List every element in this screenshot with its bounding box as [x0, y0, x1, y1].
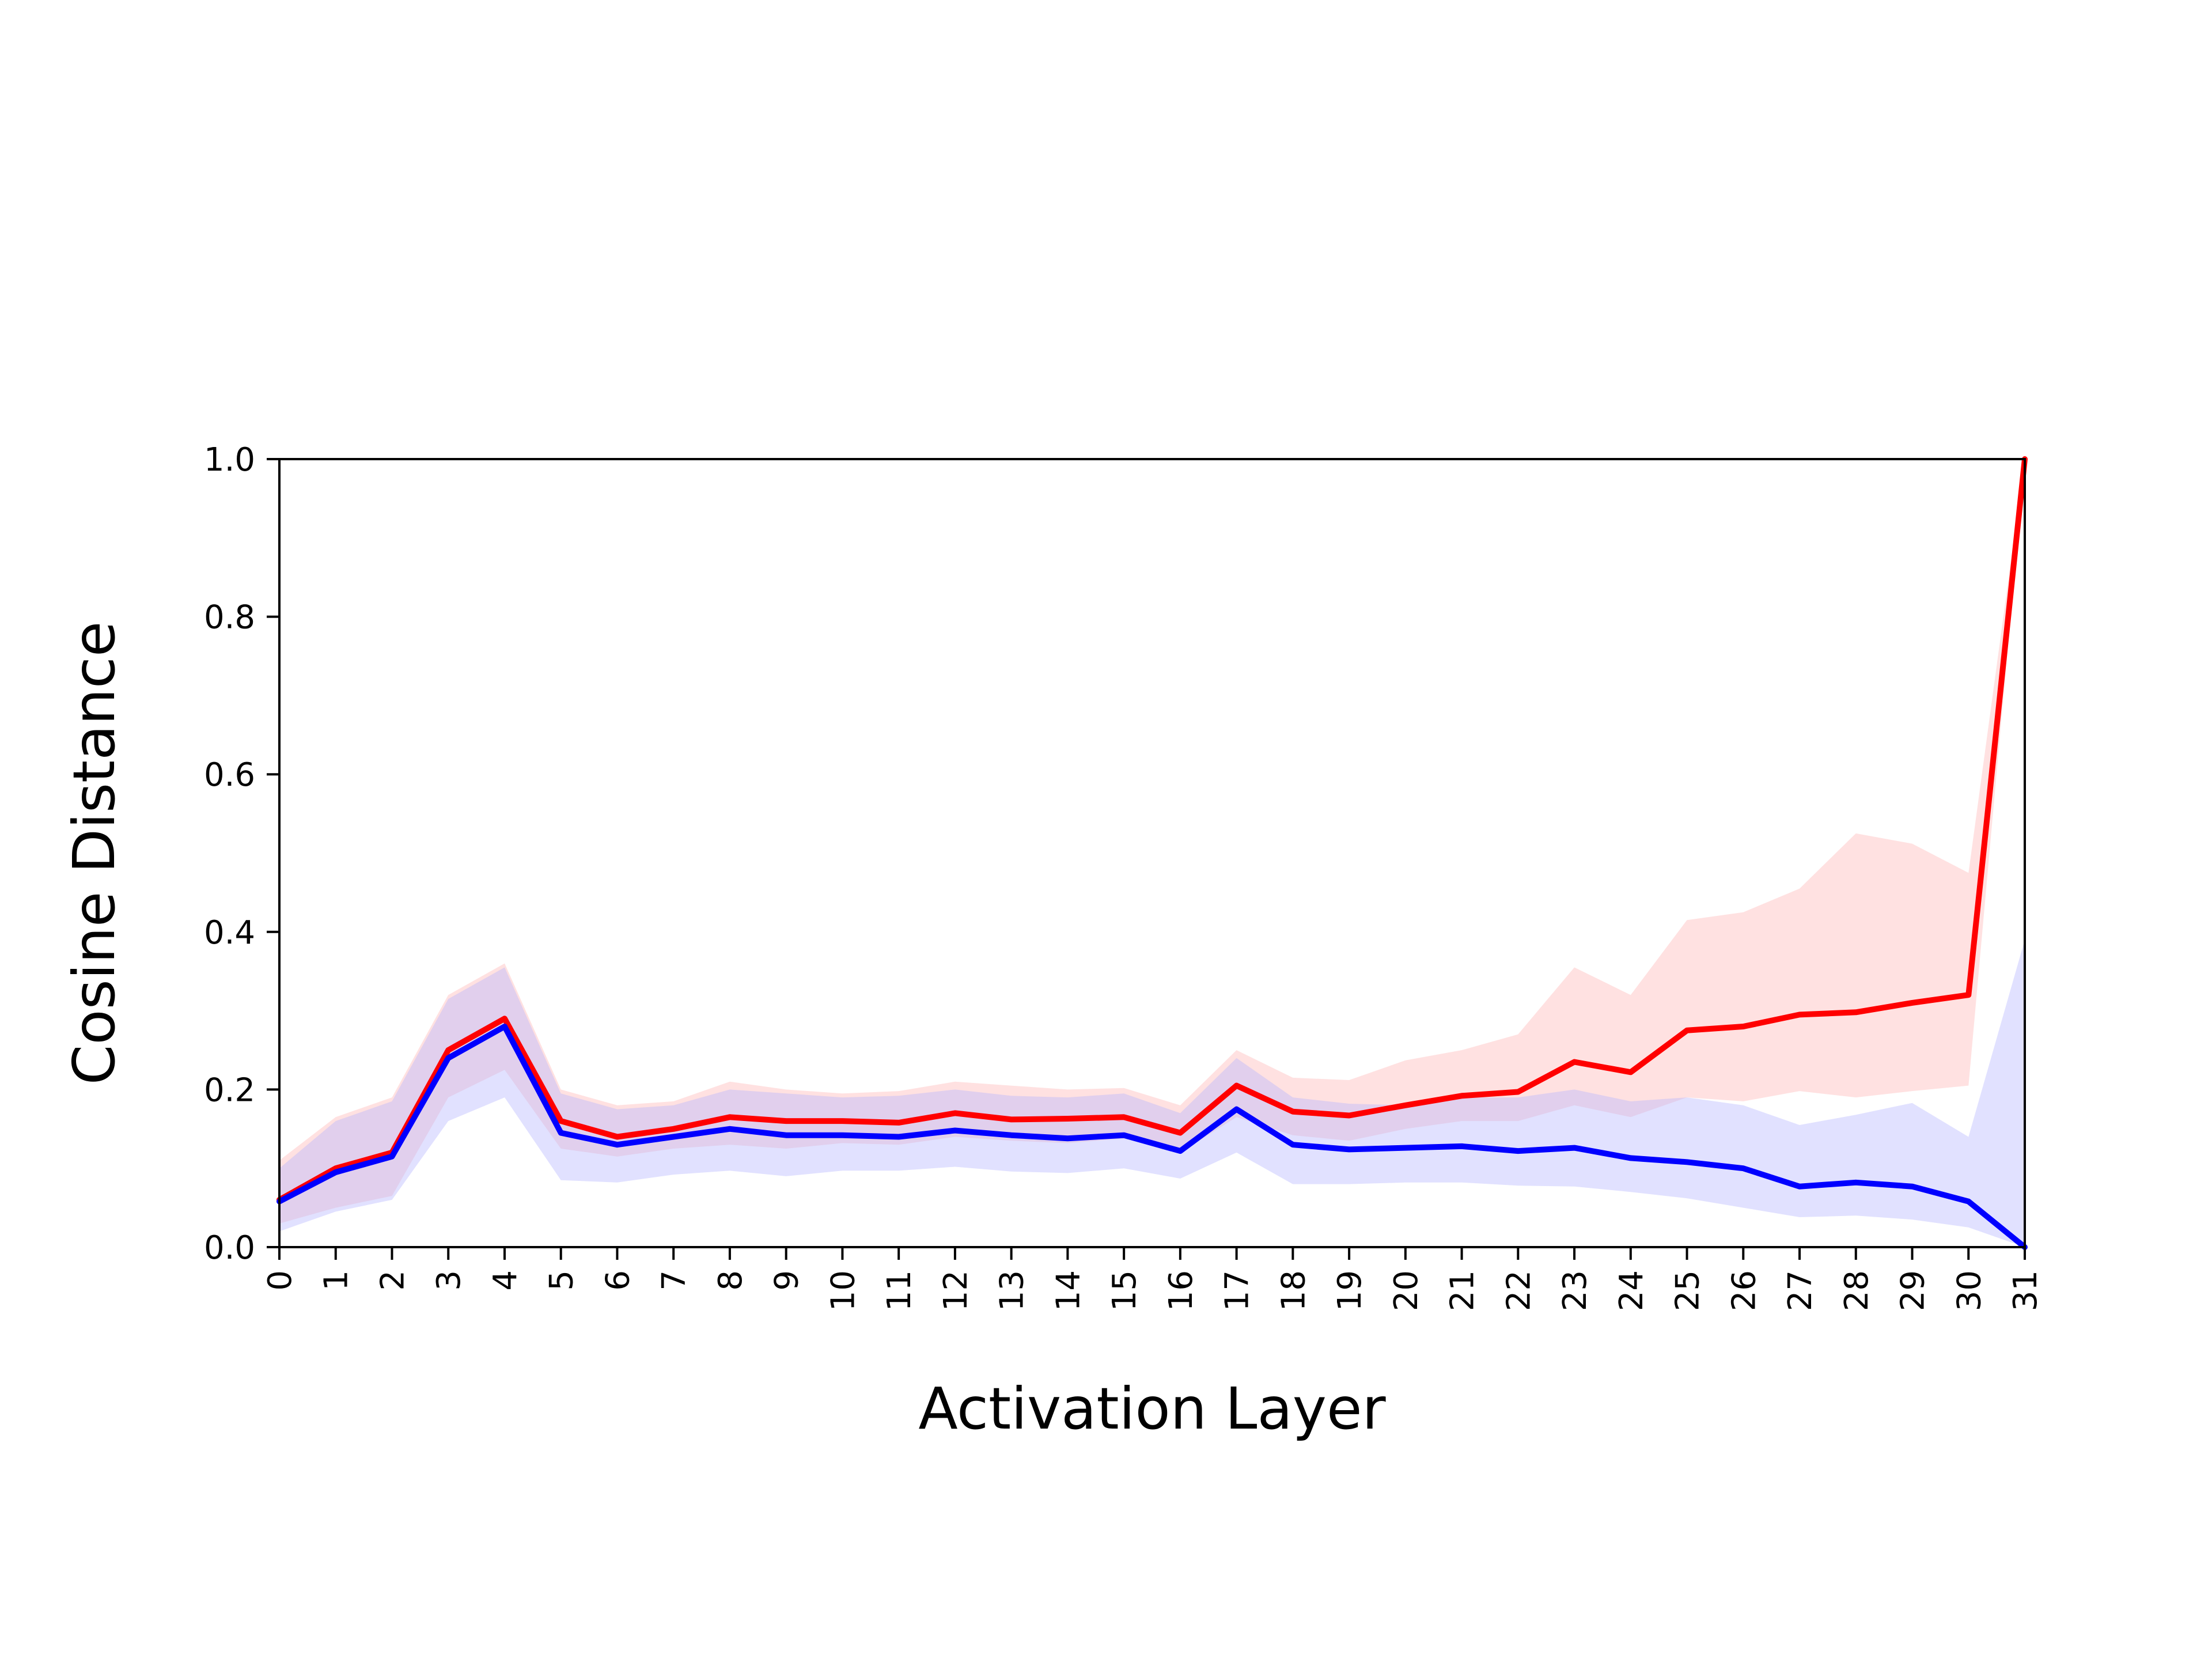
x-tick-label: 6: [600, 1270, 637, 1291]
y-tick-label: 0.0: [204, 1229, 255, 1267]
y-tick-label: 1.0: [204, 441, 255, 479]
x-tick-label: 22: [1500, 1270, 1537, 1311]
x-tick-label: 9: [768, 1270, 806, 1291]
plot-frame: [278, 458, 2026, 1248]
x-tick-label: 16: [1162, 1270, 1200, 1311]
x-tick-label: 8: [712, 1270, 749, 1291]
x-tick-label: 2: [374, 1270, 412, 1291]
x-tick-label: 20: [1388, 1270, 1425, 1311]
y-tick-label: 0.4: [204, 914, 255, 952]
x-tick-label: 13: [994, 1270, 1031, 1311]
x-tick-label: 27: [1782, 1270, 1819, 1311]
x-tick-label: 23: [1556, 1270, 1594, 1311]
x-tick-label: 0: [262, 1270, 299, 1291]
x-tick-label: 28: [1838, 1270, 1876, 1311]
x-tick-label: 26: [1725, 1270, 1763, 1311]
y-axis-title: Cosine Distance: [60, 622, 128, 1085]
x-axis-title: Activation Layer: [918, 1375, 1386, 1442]
x-tick-label: 5: [543, 1270, 581, 1291]
x-tick-label: 14: [1050, 1270, 1087, 1311]
confidence-bands: [279, 459, 2025, 1247]
y-axis: 0.0 0.2 0.4 0.6 0.8 1.0: [204, 441, 279, 1267]
x-tick-label: 29: [1895, 1270, 1932, 1311]
series-2-band: [279, 940, 2025, 1247]
x-tick-label: 11: [881, 1270, 918, 1311]
series-1-line: [276, 456, 2028, 1203]
x-tick-label: 25: [1669, 1270, 1707, 1311]
x-tick-label: 10: [824, 1270, 862, 1311]
y-tick-label: 0.6: [204, 756, 255, 794]
x-tick-label: 24: [1613, 1270, 1650, 1311]
x-tick-label: 30: [1950, 1270, 1988, 1311]
series-2-line: [276, 1024, 2028, 1250]
x-tick-label: 12: [937, 1270, 975, 1311]
plot-area: [279, 459, 2025, 1247]
x-tick-label: 3: [430, 1270, 468, 1291]
x-tick-label: 15: [1106, 1270, 1143, 1311]
y-tick-label: 0.8: [204, 599, 255, 637]
x-tick-label: 4: [487, 1270, 524, 1291]
x-tick-label: 17: [1219, 1270, 1256, 1311]
y-tick-label: 0.2: [204, 1071, 255, 1109]
x-tick-label: 31: [2007, 1270, 2044, 1311]
x-tick-label: 7: [656, 1270, 693, 1291]
x-tick-label: 1: [318, 1270, 355, 1291]
series-1-band: [279, 459, 2025, 1224]
x-tick-label: 19: [1331, 1270, 1369, 1311]
series-lines: [276, 456, 2028, 1250]
x-axis: 0 1 2 3 4 5 6 7 8 9 10 11 12 13 14 15 16 17 18 19 20 21 22 23 24…: [262, 1247, 2044, 1311]
x-tick-label: 18: [1275, 1270, 1312, 1311]
x-tick-label: 21: [1444, 1270, 1482, 1311]
